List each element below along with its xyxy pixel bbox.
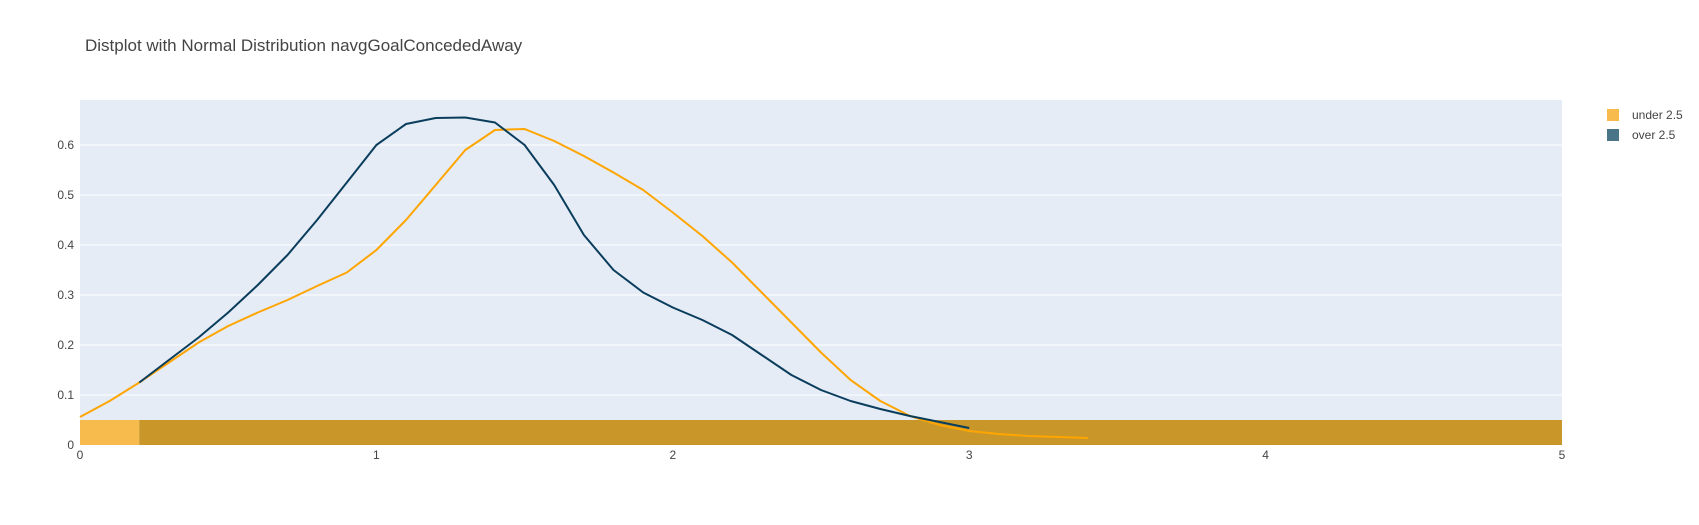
curve-over: [138, 116, 970, 429]
legend-label: under 2.5: [1632, 108, 1683, 122]
x-tick-label: 3: [966, 448, 973, 462]
plot-area: [80, 100, 1562, 445]
legend-item[interactable]: over 2.5: [1607, 128, 1676, 142]
x-axis-ticks: 0 1 2 3 4 5: [77, 448, 1566, 462]
y-tick-label: 0.3: [57, 288, 74, 302]
y-tick-label: 0.2: [57, 338, 74, 352]
legend-swatch: [1607, 109, 1619, 121]
y-tick-label: 0.6: [57, 138, 74, 152]
y-tick-label: 0: [67, 438, 74, 452]
y-tick-label: 0.1: [57, 388, 74, 402]
histogram-bars: [80, 420, 1562, 445]
x-tick-label: 5: [1559, 448, 1566, 462]
histogram-bar-under: [80, 420, 140, 445]
grid-lines: [80, 144, 1562, 396]
y-axis-ticks: 0 0.1 0.2 0.3 0.4 0.5 0.6: [57, 138, 74, 452]
y-tick-label: 0.4: [57, 238, 74, 252]
x-tick-label: 2: [669, 448, 676, 462]
legend-label: over 2.5: [1632, 128, 1676, 142]
x-tick-label: 4: [1262, 448, 1269, 462]
y-tick-label: 0.5: [57, 188, 74, 202]
chart-title: Distplot with Normal Distribution navgGo…: [85, 36, 523, 55]
x-tick-label: 1: [373, 448, 380, 462]
legend-item[interactable]: under 2.5: [1607, 108, 1683, 122]
x-tick-label: 0: [77, 448, 84, 462]
histogram-bar-overlap: [139, 420, 1562, 445]
legend[interactable]: under 2.5 over 2.5: [1607, 108, 1683, 142]
density-curves: [79, 116, 1088, 439]
legend-swatch: [1607, 129, 1619, 141]
